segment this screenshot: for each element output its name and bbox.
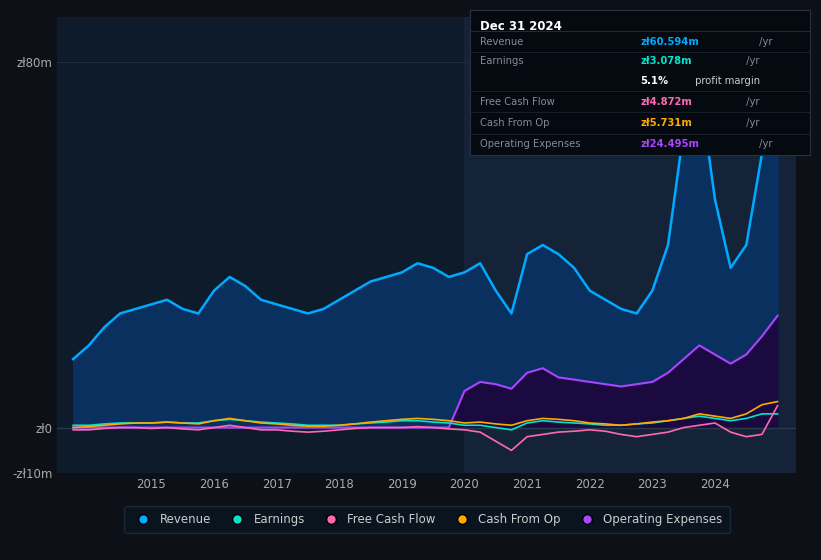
Text: zł24.495m: zł24.495m bbox=[640, 139, 699, 150]
Text: zł4.872m: zł4.872m bbox=[640, 97, 692, 107]
Text: Earnings: Earnings bbox=[480, 57, 524, 67]
Text: zł3.078m: zł3.078m bbox=[640, 57, 691, 67]
Bar bbox=[465, 17, 796, 473]
Text: /yr: /yr bbox=[756, 36, 773, 46]
Text: Dec 31 2024: Dec 31 2024 bbox=[480, 20, 562, 33]
Text: zł5.731m: zł5.731m bbox=[640, 118, 692, 128]
Text: /yr: /yr bbox=[743, 97, 760, 107]
Text: profit margin: profit margin bbox=[691, 76, 759, 86]
Text: Cash From Op: Cash From Op bbox=[480, 118, 549, 128]
Text: /yr: /yr bbox=[743, 118, 760, 128]
Text: Revenue: Revenue bbox=[480, 36, 524, 46]
Legend: Revenue, Earnings, Free Cash Flow, Cash From Op, Operating Expenses: Revenue, Earnings, Free Cash Flow, Cash … bbox=[124, 506, 730, 534]
Text: /yr: /yr bbox=[743, 57, 760, 67]
Text: Free Cash Flow: Free Cash Flow bbox=[480, 97, 555, 107]
Text: Operating Expenses: Operating Expenses bbox=[480, 139, 580, 150]
Text: /yr: /yr bbox=[756, 139, 773, 150]
Text: zł60.594m: zł60.594m bbox=[640, 36, 699, 46]
Text: 5.1%: 5.1% bbox=[640, 76, 668, 86]
